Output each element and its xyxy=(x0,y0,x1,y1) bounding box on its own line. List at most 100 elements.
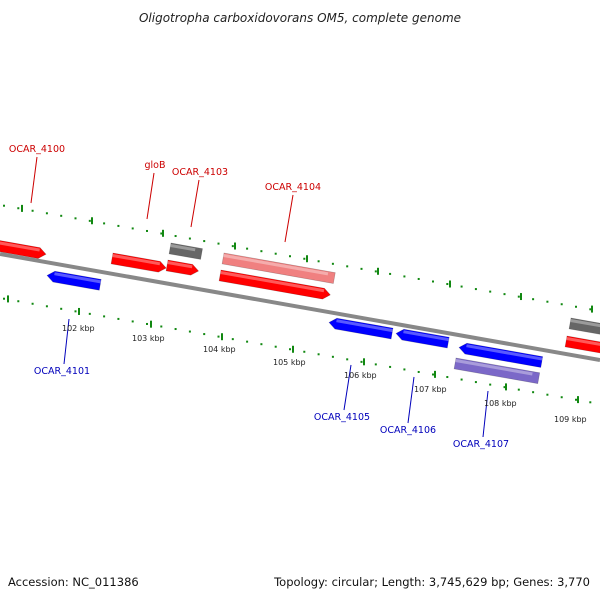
tick-dot xyxy=(17,300,20,303)
gene-label: OCAR_4103 xyxy=(172,167,228,178)
tick-dot xyxy=(146,322,148,325)
feature-ocar-4101 xyxy=(46,270,102,291)
tick-dot xyxy=(317,353,320,356)
feature-ocar-4103a-highlight xyxy=(167,260,193,269)
feature-ocar-4105 xyxy=(328,317,394,340)
tick-dot xyxy=(446,376,449,379)
tick-dot xyxy=(88,219,91,222)
tick-dot xyxy=(417,277,420,280)
tick-dot xyxy=(460,285,463,288)
tick-dot xyxy=(160,232,163,235)
tick-label: 105 kbp xyxy=(273,358,306,367)
gene-label: OCAR_4101 xyxy=(34,366,90,377)
tick-dot xyxy=(560,396,563,399)
upper-tick-track xyxy=(3,204,593,313)
tick-dot xyxy=(532,298,535,301)
tick-dot xyxy=(203,333,206,336)
tick-dot xyxy=(489,290,492,293)
topology-text: Topology: circular; Length: 3,745,629 bp… xyxy=(274,575,590,589)
tick-dot xyxy=(160,325,163,328)
tick-dot xyxy=(45,305,48,308)
tick-dot xyxy=(146,229,148,232)
tick-dot xyxy=(474,381,477,384)
tick-dot xyxy=(74,217,77,220)
gene-label: OCAR_4100 xyxy=(9,144,65,155)
feature-ocar-4103a-shape xyxy=(165,259,200,276)
tick-dot xyxy=(374,270,377,273)
tick-label: 106 kbp xyxy=(344,371,377,380)
tick-dot xyxy=(117,224,120,227)
tick-dot xyxy=(432,373,434,376)
tick-dot xyxy=(103,222,106,225)
tick-dot xyxy=(331,262,334,265)
gene-features xyxy=(0,236,600,384)
feature-ocar-4107b xyxy=(453,357,541,384)
tick-dot xyxy=(503,386,506,389)
feature-glob xyxy=(110,252,167,273)
tick-dot xyxy=(274,252,277,255)
tick-label: 109 kbp xyxy=(554,415,587,424)
feature-ocar-4107a-highlight xyxy=(466,344,543,361)
feature-ocar-4107b-shape xyxy=(453,357,541,384)
feature-ocar-4101-highlight xyxy=(54,272,102,284)
tick-dot xyxy=(117,317,120,320)
feature-ocar-4101-shape xyxy=(46,270,102,291)
gene-labels: OCAR_4100 gloB OCAR_4103 OCAR_4104 OCAR_4101… xyxy=(9,144,509,450)
tick-dot xyxy=(403,368,406,371)
tick-dot xyxy=(131,227,134,230)
gene-label: OCAR_4106 xyxy=(380,425,436,436)
feature-next-b-highlight xyxy=(566,336,600,347)
tick-dot xyxy=(174,328,177,331)
tick-dot xyxy=(131,320,134,323)
tick-label: 108 kbp xyxy=(484,399,517,408)
tick-dot xyxy=(3,297,5,300)
tick-dot xyxy=(446,283,449,286)
tick-dot xyxy=(274,345,277,348)
tick-dot xyxy=(31,209,34,212)
feature-ocar-4100-shape xyxy=(0,236,47,259)
tick-dot xyxy=(575,398,577,401)
tick-dot xyxy=(289,348,291,351)
tick-dot xyxy=(31,302,34,305)
tick-dot xyxy=(331,355,334,358)
feature-ocar-4104b xyxy=(218,269,331,300)
feature-next-a-highlight xyxy=(570,318,600,328)
feature-ocar-4104a xyxy=(221,252,336,284)
feature-ocar-4107b-highlight xyxy=(455,358,533,376)
tick-label: 102 kbp xyxy=(62,324,95,333)
tick-dot xyxy=(74,310,77,313)
tick-label: 103 kbp xyxy=(132,334,165,343)
tick-dot xyxy=(460,378,463,381)
tick-dot xyxy=(188,237,191,240)
feature-ocar-4104b-shape xyxy=(218,269,331,300)
feature-ocar-4105-highlight xyxy=(336,319,393,333)
tick-dot xyxy=(174,235,177,238)
accession-text: Accession: NC_011386 xyxy=(8,575,139,589)
tick-dot xyxy=(489,383,492,386)
genome-backbone xyxy=(0,252,600,362)
map-title: Oligotropha carboxidovorans OM5, complet… xyxy=(139,11,461,25)
feature-ocar-4107a-shape xyxy=(458,342,544,368)
label-leader-lines xyxy=(30,156,489,438)
tick-label: 107 kbp xyxy=(414,385,447,394)
feature-next-a xyxy=(568,317,600,337)
tick-label: 104 kbp xyxy=(203,345,236,354)
tick-dot xyxy=(546,393,549,396)
tick-dot xyxy=(188,330,191,333)
feature-ocar-4104b-highlight xyxy=(220,270,325,293)
feature-ocar-4103b-shape xyxy=(168,242,203,260)
leader-line xyxy=(63,318,70,365)
feature-ocar-4100 xyxy=(0,236,47,259)
feature-glob-highlight xyxy=(112,253,161,266)
feature-ocar-4104a-shape xyxy=(221,252,336,284)
feature-ocar-4103a xyxy=(165,259,200,276)
tick-dot xyxy=(517,295,520,298)
tick-dot xyxy=(260,343,263,346)
tick-dot xyxy=(246,247,249,250)
tick-dot xyxy=(346,358,349,361)
feature-glob-shape xyxy=(110,252,167,273)
leader-line xyxy=(407,376,415,424)
tick-dot xyxy=(346,265,349,268)
tick-dot xyxy=(403,275,406,278)
